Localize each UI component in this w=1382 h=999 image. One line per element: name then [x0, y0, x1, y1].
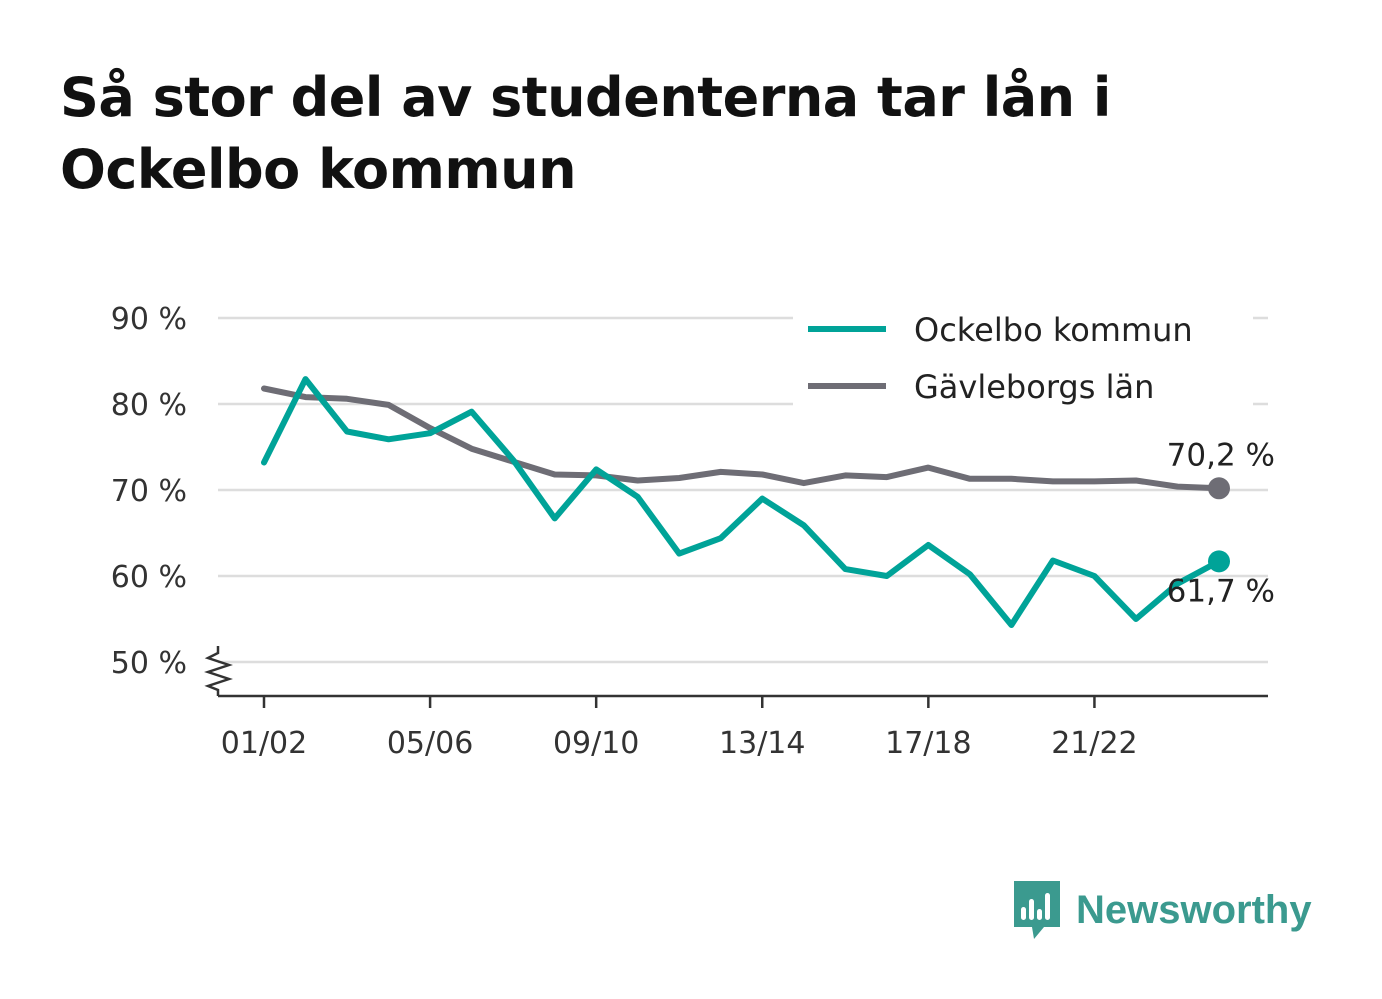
legend: Ockelbo kommun Gävleborgs län [793, 300, 1253, 412]
series-end-point-g-vleborgs-l-n [1208, 477, 1230, 500]
end-label-ockelbo: 61,7 % [1167, 573, 1275, 609]
y-tick-label: 50 % [111, 646, 187, 681]
series-lines [261, 376, 1230, 628]
brand-name: Newsworthy [1076, 887, 1312, 932]
x-tick-label: 05/06 [387, 726, 473, 761]
legend-background [793, 300, 1253, 412]
legend-label: Gävleborgs län [914, 368, 1154, 406]
series-end-point-ockelbo-kommun [1208, 550, 1230, 573]
x-tick-label: 17/18 [885, 726, 971, 761]
y-tick-label: 90 % [111, 302, 187, 337]
end-labels: 70,2 % 61,7 % [1167, 437, 1275, 609]
end-label-gavleborgs: 70,2 % [1167, 437, 1275, 473]
x-tick-label: 09/10 [553, 726, 639, 761]
y-axis-break-icon [204, 646, 233, 696]
y-axis-ticks: 50 % 60 % 70 % 80 % 90 % [111, 302, 187, 681]
x-axis-ticks: 01/02 05/06 09/10 13/14 17/18 21/22 [221, 696, 1138, 761]
x-tick-label: 01/02 [221, 726, 307, 761]
axis-break-zigzag [204, 646, 233, 696]
series-line-ockelbo-kommun [261, 376, 1222, 628]
x-tick-label: 13/14 [719, 726, 805, 761]
chart-title: Så stor del av studenterna tar lån i Ock… [60, 66, 1111, 201]
x-tick-label: 21/22 [1051, 726, 1137, 761]
bar-chart-speech-bubble-icon [1014, 881, 1060, 939]
y-tick-label: 70 % [111, 474, 187, 509]
series-line-g-vleborgs-l-n [261, 385, 1222, 492]
y-tick-label: 80 % [111, 388, 187, 423]
legend-label: Ockelbo kommun [914, 311, 1193, 349]
newsworthy-logo: Newsworthy [1012, 878, 1312, 942]
y-tick-label: 60 % [111, 560, 187, 595]
